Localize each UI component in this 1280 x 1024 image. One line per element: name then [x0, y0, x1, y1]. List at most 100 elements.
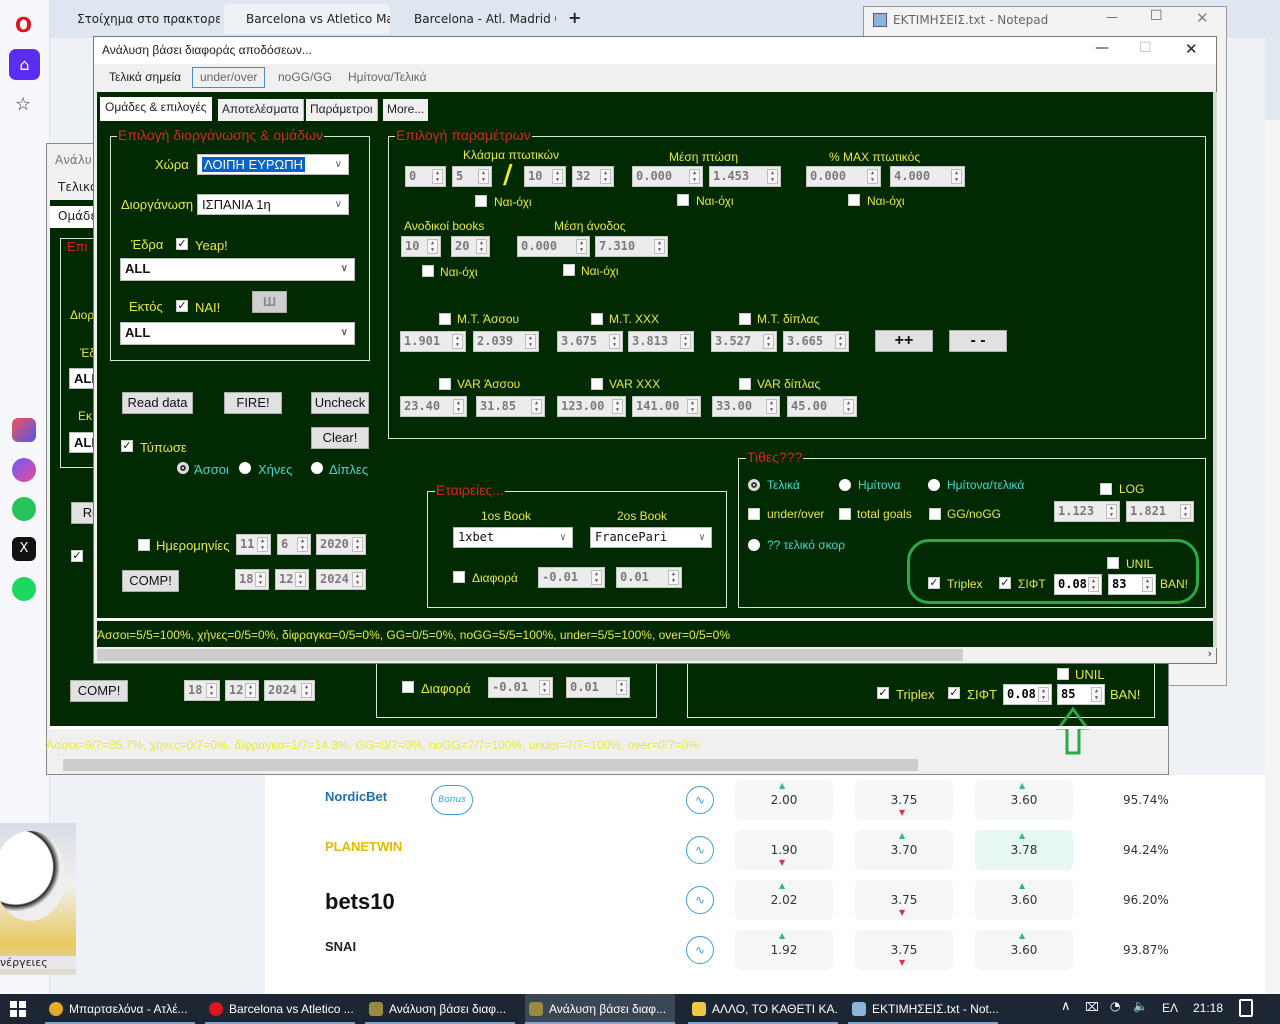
- spin-arrows-icon[interactable]: ▲ ▼: [245, 683, 256, 698]
- diff-checkbox[interactable]: [453, 571, 465, 583]
- radio-aways[interactable]: [311, 462, 323, 474]
- spin-arrows-icon[interactable]: ▲ ▼: [763, 334, 774, 349]
- taskbar-item-opera[interactable]: Barcelona vs Atletico ...: [205, 994, 355, 1024]
- gg-nogg-checkbox[interactable]: [929, 508, 941, 520]
- sift-spin[interactable]: 0.08 ▲ ▼: [1054, 574, 1102, 595]
- opera-logo-icon[interactable]: O: [15, 13, 33, 37]
- fire-button[interactable]: FIRE!: [224, 392, 282, 414]
- mt-home-checkbox[interactable]: [439, 313, 451, 325]
- max-drop-min[interactable]: 0.000 ▲ ▼: [806, 166, 881, 187]
- odds-cell[interactable]: [855, 880, 953, 920]
- odds-cell[interactable]: [975, 930, 1073, 970]
- back-date-day[interactable]: 18 ▲ ▼: [184, 680, 220, 701]
- date-to-day[interactable]: 18 ▲ ▼: [235, 569, 269, 590]
- windows-start-icon[interactable]: [10, 1001, 26, 1017]
- home-checkbox[interactable]: ✓: [176, 237, 188, 250]
- spotify-icon[interactable]: [12, 577, 36, 601]
- var-draw-checkbox[interactable]: [591, 378, 603, 390]
- var-draw-min[interactable]: 123.00 ▲ ▼: [557, 396, 626, 417]
- under-over-checkbox[interactable]: [748, 508, 760, 520]
- maximize-button[interactable]: ☐: [1139, 40, 1152, 56]
- browser-tab[interactable]: Barcelona - Atl. Madrid Odds: [394, 6, 556, 32]
- spin-arrows-icon[interactable]: ▲ ▼: [552, 169, 563, 184]
- notepad-minimize-button[interactable]: —: [1106, 10, 1118, 24]
- var-home-checkbox[interactable]: [439, 378, 451, 390]
- spin-arrows-icon[interactable]: ▲ ▼: [1142, 577, 1153, 592]
- spin-arrows-icon[interactable]: ▲ ▼: [432, 169, 443, 184]
- bookmaker-logo[interactable]: SNAI: [325, 939, 357, 954]
- avg-drop-yesno-checkbox[interactable]: [677, 194, 689, 206]
- mt-away-min[interactable]: 3.527 ▲ ▼: [711, 331, 777, 352]
- back-hscrollbar[interactable]: [47, 757, 1168, 773]
- spin-arrows-icon[interactable]: ▲ ▼: [680, 334, 691, 349]
- notepad-close-button[interactable]: ✕: [1196, 9, 1209, 27]
- var-away-min[interactable]: 33.00 ▲ ▼: [712, 396, 780, 417]
- odds-cell[interactable]: [855, 830, 953, 870]
- back-unil-checkbox[interactable]: [1057, 668, 1069, 680]
- plus-button[interactable]: ++: [875, 330, 933, 352]
- inner-tab-results[interactable]: Αποτελέσματα: [218, 99, 304, 121]
- away-checkbox[interactable]: ✓: [176, 299, 188, 312]
- back-diff-max[interactable]: 0.01 ▲ ▼: [566, 677, 630, 698]
- radio-aces[interactable]: [177, 462, 189, 474]
- odds-cell[interactable]: [735, 930, 833, 970]
- rising-yesno-checkbox[interactable]: [422, 265, 434, 277]
- back-menu-tab[interactable]: Τελικά: [58, 180, 98, 194]
- scroll-right-icon[interactable]: ›: [1207, 647, 1212, 660]
- spin-arrows-icon[interactable]: ▲ ▼: [600, 169, 611, 184]
- tray-language[interactable]: ΕΛ: [1162, 1001, 1179, 1015]
- spin-arrows-icon[interactable]: ▲ ▼: [609, 334, 620, 349]
- messenger-icon[interactable]: [12, 458, 36, 482]
- back-comp-button[interactable]: COMP!: [70, 680, 128, 702]
- odds-cell[interactable]: [855, 930, 953, 970]
- back-print-checkbox[interactable]: ✓: [71, 549, 83, 562]
- spin-arrows-icon[interactable]: ▲ ▼: [297, 537, 308, 552]
- odds-cell[interactable]: [975, 880, 1073, 920]
- spin-arrows-icon[interactable]: ▲ ▼: [352, 572, 363, 587]
- taskbar-item-app1[interactable]: Ανάλυση βάσει διαφ...: [365, 994, 515, 1024]
- dates-checkbox[interactable]: [138, 539, 150, 551]
- spin-arrows-icon[interactable]: ▲ ▼: [255, 572, 266, 587]
- date-from-year[interactable]: 2020 ▲ ▼: [316, 534, 366, 555]
- back-ban-spin[interactable]: 85 ▲ ▼: [1057, 684, 1105, 705]
- spin-arrows-icon[interactable]: ▲ ▼: [835, 334, 846, 349]
- radio-draws[interactable]: [239, 462, 251, 474]
- log-max[interactable]: 1.821 ▲ ▼: [1126, 501, 1194, 522]
- odds-history-icon[interactable]: ∿: [686, 786, 714, 814]
- spin-arrows-icon[interactable]: ▲ ▼: [427, 239, 438, 254]
- spin-arrows-icon[interactable]: ▲ ▼: [295, 572, 306, 587]
- spin-arrows-icon[interactable]: ▲ ▼: [478, 169, 489, 184]
- country-select[interactable]: ΛΟΙΠΗ ΕΥΡΩΠΗ ∨: [197, 154, 349, 175]
- max-drop-max[interactable]: 4.000 ▲ ▼: [890, 166, 965, 187]
- odds-history-icon[interactable]: ∿: [686, 836, 714, 864]
- mt-home-max[interactable]: 2.039 ▲ ▼: [473, 331, 539, 352]
- w-button[interactable]: Ш: [252, 291, 287, 313]
- spin-arrows-icon[interactable]: ▲ ▼: [525, 334, 536, 349]
- tray-chevron-icon[interactable]: ∧: [1061, 999, 1071, 1014]
- inner-tab-teams[interactable]: Ομάδες & επιλογές: [100, 97, 212, 121]
- spin-arrows-icon[interactable]: ▲ ▼: [654, 239, 665, 254]
- odds-history-icon[interactable]: ∿: [686, 936, 714, 964]
- new-tab-button[interactable]: +: [568, 8, 582, 27]
- spin-arrows-icon[interactable]: ▲ ▼: [767, 169, 778, 184]
- star-icon[interactable]: ☆: [15, 94, 32, 115]
- radio-half-final[interactable]: [928, 479, 940, 491]
- unil-checkbox[interactable]: [1107, 557, 1119, 569]
- close-button[interactable]: ✕: [1185, 40, 1198, 58]
- browser-tab-active[interactable]: Barcelona vs Atletico Madrid: [224, 4, 390, 34]
- avg-drop-min[interactable]: 0.000 ▲ ▼: [632, 166, 703, 187]
- home-team-select[interactable]: ALL ∨: [120, 258, 355, 281]
- spin-arrows-icon[interactable]: ▲ ▼: [576, 239, 587, 254]
- odds-cell[interactable]: [855, 780, 953, 820]
- menu-tab-half-final[interactable]: Ημίτονα/Τελικά: [348, 70, 427, 84]
- tray-network-icon[interactable]: ⌧: [1085, 1000, 1099, 1014]
- taskbar-item-chrome[interactable]: Μπαρτσελόνα - Ατλέ...: [45, 994, 195, 1024]
- spin-arrows-icon[interactable]: ▲ ▼: [452, 334, 463, 349]
- browser-tab[interactable]: Στοίχημα στο πρακτορείο: [55, 6, 220, 32]
- spin-arrows-icon[interactable]: ▲ ▼: [616, 680, 627, 695]
- avg-rise-yesno-checkbox[interactable]: [563, 264, 575, 276]
- tray-wifi-icon[interactable]: ◔: [1110, 999, 1121, 1013]
- taskbar-item-app2[interactable]: Ανάλυση βάσει διαφ...: [525, 994, 675, 1024]
- aria-icon[interactable]: [12, 418, 36, 442]
- back-triplex-checkbox[interactable]: ✓: [877, 686, 889, 699]
